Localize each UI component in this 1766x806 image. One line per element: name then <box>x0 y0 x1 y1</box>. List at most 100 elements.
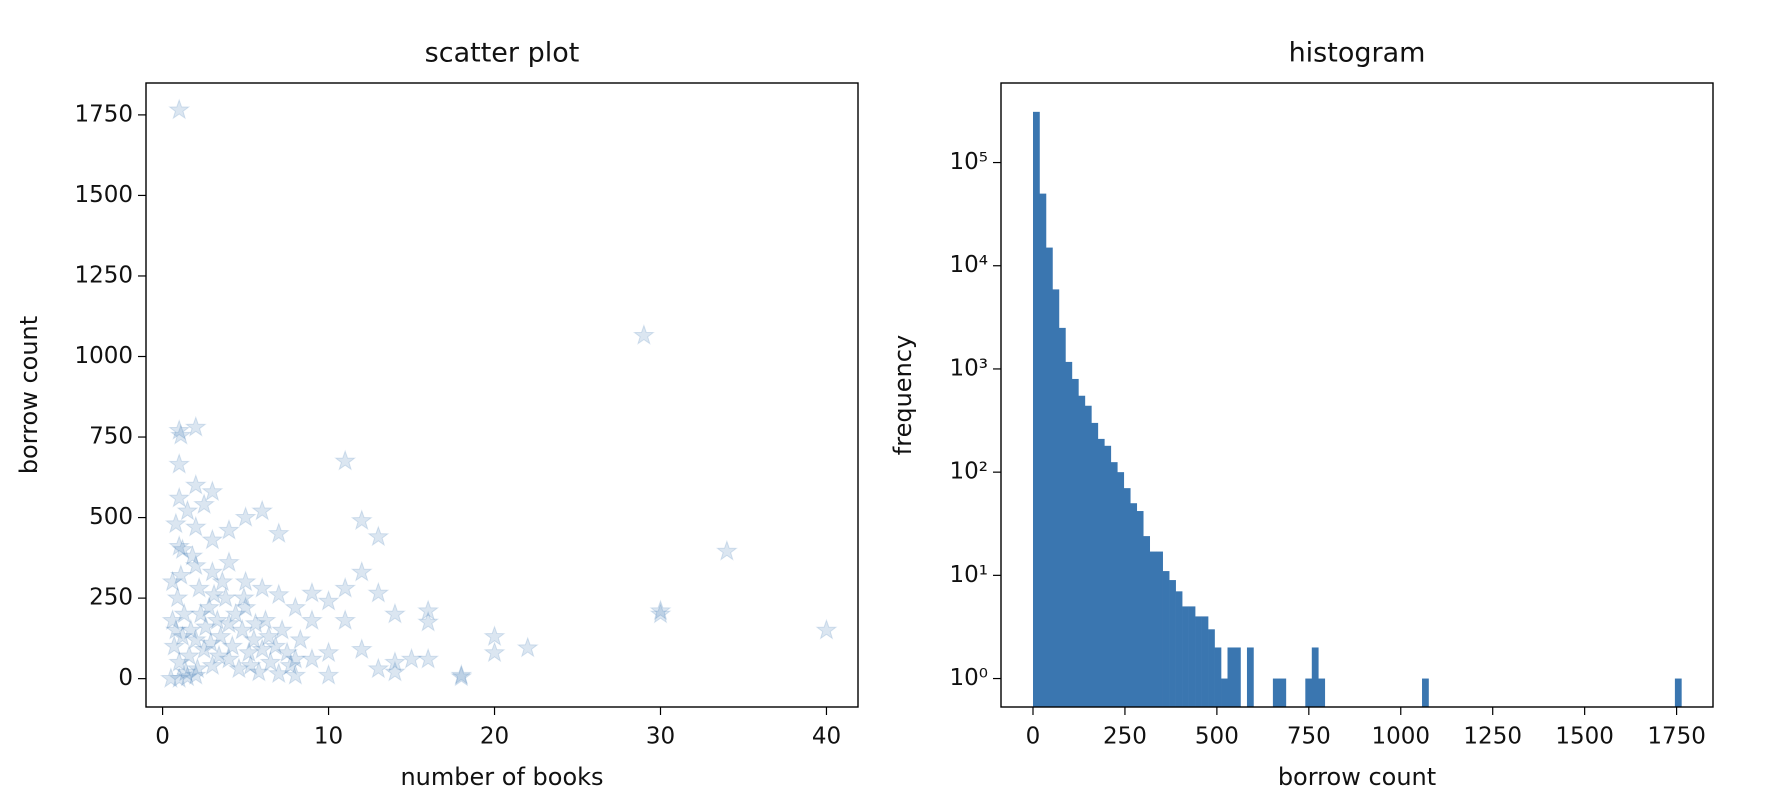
point <box>267 662 290 684</box>
bar <box>1078 395 1086 707</box>
point <box>218 551 240 573</box>
point <box>649 602 672 624</box>
point <box>214 586 237 608</box>
point <box>251 499 274 521</box>
point <box>164 618 187 640</box>
y-tick-label: 250 <box>89 585 133 611</box>
bar <box>1123 488 1131 707</box>
point <box>209 625 232 647</box>
y-tick-label: 1500 <box>74 182 133 208</box>
bar <box>1195 616 1202 707</box>
point <box>271 618 294 640</box>
x-tick-label: 1500 <box>1555 724 1614 750</box>
point <box>383 651 406 672</box>
point <box>254 609 277 630</box>
bar <box>1175 591 1183 707</box>
bar <box>1130 503 1138 707</box>
point <box>301 581 323 603</box>
point <box>168 452 191 474</box>
x-tick-label: 30 <box>646 724 675 750</box>
point <box>208 644 230 666</box>
bar <box>1162 571 1170 707</box>
point <box>284 663 307 685</box>
chart-title: histogram <box>1289 38 1426 69</box>
x-tick-label: 0 <box>155 724 170 750</box>
bar <box>1182 606 1189 707</box>
point <box>231 618 254 640</box>
x-tick-label: 750 <box>1287 724 1331 750</box>
point <box>194 615 217 637</box>
point <box>334 576 357 598</box>
point <box>237 641 260 663</box>
point <box>184 554 207 576</box>
point <box>168 667 191 688</box>
x-tick-label: 1000 <box>1371 724 1430 750</box>
point <box>301 609 323 630</box>
bar <box>1156 551 1163 707</box>
point <box>242 628 265 650</box>
point <box>317 663 340 685</box>
point <box>168 535 191 556</box>
bar <box>1233 647 1241 707</box>
bar <box>1058 327 1066 707</box>
y-tick-label: 10¹ <box>950 562 989 588</box>
point <box>649 599 672 621</box>
point <box>483 641 506 663</box>
bar <box>1117 472 1125 707</box>
point <box>203 583 226 605</box>
point <box>350 509 373 531</box>
point <box>383 602 406 624</box>
bar <box>1143 536 1151 707</box>
point <box>417 610 440 632</box>
bar <box>1045 247 1053 707</box>
x-axis-label: borrow count <box>1278 763 1436 791</box>
point <box>189 602 212 624</box>
point <box>161 609 184 630</box>
point <box>179 618 202 640</box>
point <box>186 657 209 679</box>
point <box>234 570 257 592</box>
point <box>632 324 655 345</box>
y-tick-label: 10⁴ <box>950 252 989 278</box>
bar <box>1674 678 1682 707</box>
point <box>516 636 539 658</box>
y-tick-label: 1750 <box>74 101 133 127</box>
point <box>176 499 199 521</box>
point <box>168 98 191 120</box>
bar <box>1227 647 1235 707</box>
point <box>201 480 224 502</box>
y-axis-label: frequency <box>889 335 917 455</box>
point <box>211 570 234 592</box>
point <box>317 641 340 663</box>
y-tick-label: 1250 <box>74 262 133 288</box>
axes-frame <box>1000 82 1714 708</box>
point <box>201 654 224 676</box>
x-tick-label: 500 <box>1195 724 1239 750</box>
point <box>164 512 187 534</box>
point <box>174 660 197 682</box>
bar <box>1136 511 1144 707</box>
point <box>279 654 302 676</box>
point <box>367 581 390 603</box>
point <box>218 647 240 669</box>
point <box>367 657 390 679</box>
point <box>168 651 191 672</box>
point <box>367 525 390 547</box>
point <box>193 493 216 515</box>
point <box>184 415 207 437</box>
bar <box>1032 111 1040 708</box>
point <box>169 564 192 585</box>
point <box>199 631 222 653</box>
y-axis-label: borrow count <box>15 316 43 474</box>
point <box>267 522 290 544</box>
x-tick-label: 40 <box>812 724 841 750</box>
point <box>284 647 307 669</box>
point <box>168 419 191 440</box>
point <box>184 515 207 537</box>
point <box>483 625 506 647</box>
point <box>417 647 440 669</box>
point <box>184 663 207 685</box>
x-tick-label: 1750 <box>1647 724 1706 750</box>
